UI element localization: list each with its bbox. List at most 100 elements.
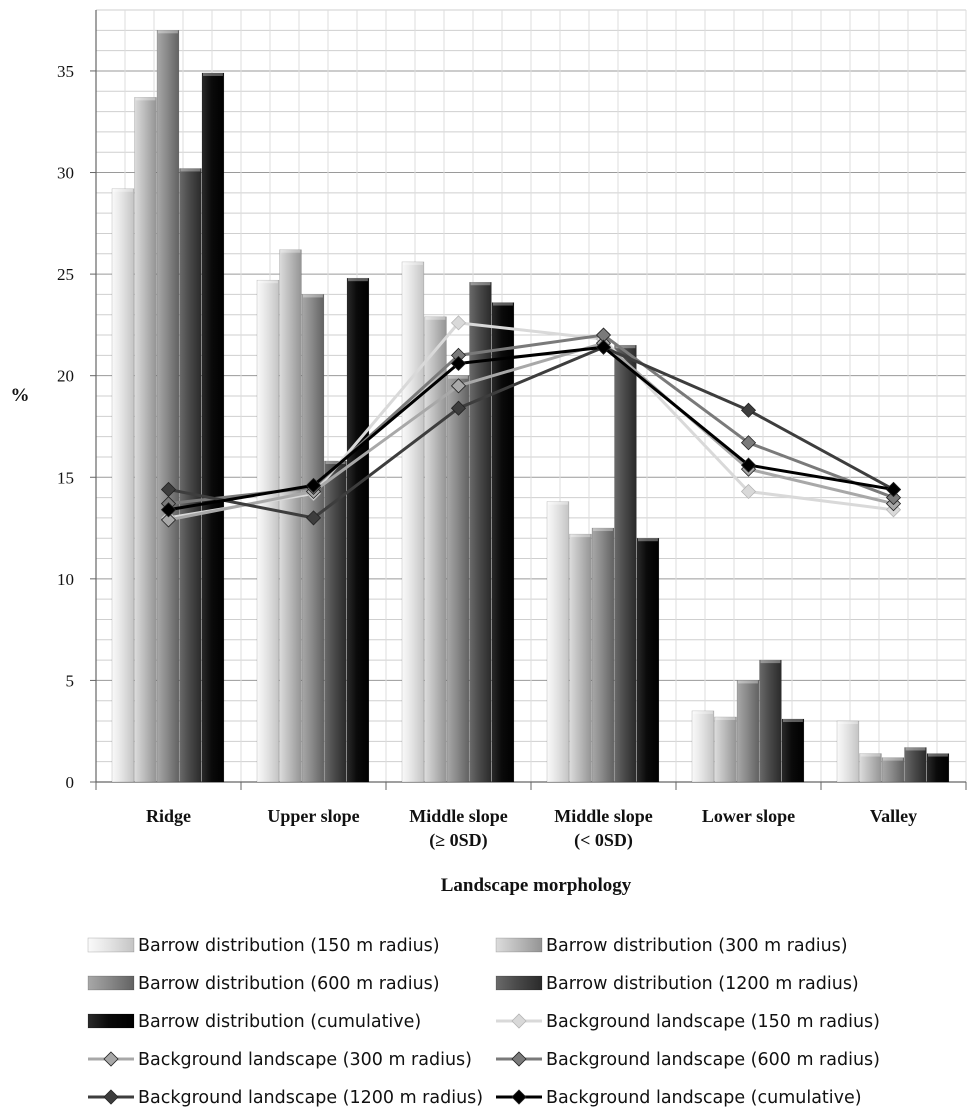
y-tick-label: 15 — [57, 468, 74, 487]
bar-highlight — [403, 261, 423, 265]
bar — [491, 302, 515, 783]
y-tick-label: 5 — [66, 671, 75, 690]
line-point — [740, 435, 757, 451]
axis-labels: % Landscape morphology — [11, 385, 632, 896]
line-point — [595, 339, 612, 355]
legend: Barrow distribution (150 m radius) Barrow… — [87, 936, 880, 1108]
line-point — [450, 378, 467, 394]
legend-swatch — [87, 975, 135, 991]
bar — [179, 168, 202, 783]
legend-marker — [103, 1089, 119, 1105]
bar — [469, 281, 492, 783]
x-tick-label: Lower slope — [702, 806, 795, 826]
y-tick-label: 30 — [57, 164, 74, 183]
x-axis-title: Landscape morphology — [441, 875, 632, 896]
legend-marker — [103, 1051, 119, 1067]
bar-highlight — [593, 528, 613, 532]
bar — [111, 188, 135, 783]
legend-item: Background landscape (150 m radius) — [496, 1012, 880, 1032]
bar-series — [201, 72, 950, 783]
bar — [636, 537, 660, 783]
bar-highlight — [928, 753, 948, 757]
line-point — [450, 355, 467, 372]
bar-highlight — [258, 280, 278, 284]
bar-series — [134, 97, 882, 783]
line-point — [740, 483, 757, 500]
legend-label: Barrow distribution (300 m radius) — [546, 936, 848, 956]
line-point — [160, 502, 177, 518]
legend-label: Background landscape (300 m radius) — [138, 1050, 472, 1070]
bar-highlight — [113, 188, 133, 192]
axes: 0 5 10 15 20 25 30 35 Ridge Upper slope Middle slo… — [57, 10, 967, 851]
series-line — [168, 345, 895, 520]
bar-highlight — [570, 534, 591, 538]
bar — [201, 72, 225, 783]
bar — [446, 375, 470, 783]
legend-label: Barrow distribution (150 m radius) — [138, 936, 440, 956]
bar-highlight — [548, 501, 568, 505]
legend-item: Background landscape (300 m radius) — [88, 1050, 472, 1070]
legend-item: Barrow distribution (cumulative) — [87, 1012, 421, 1032]
legend-swatch — [495, 975, 543, 991]
bar — [346, 277, 370, 783]
bar-highlight — [860, 753, 881, 757]
bar — [614, 344, 637, 783]
y-axis-title: % — [11, 385, 30, 406]
line-point — [450, 400, 467, 416]
bar-series-group — [111, 30, 950, 783]
legend-label: Barrow distribution (cumulative) — [138, 1012, 421, 1032]
bar — [569, 533, 592, 783]
bar — [156, 30, 180, 783]
bar-highlight — [425, 316, 446, 320]
bar — [759, 659, 782, 783]
bar-highlight — [638, 538, 658, 542]
bar-series — [156, 30, 905, 783]
bar — [401, 261, 425, 783]
bar — [424, 316, 447, 783]
bar-highlight — [348, 278, 368, 282]
bar-highlight — [693, 710, 713, 714]
legend-label: Background landscape (1200 m radius) — [138, 1088, 483, 1108]
bar-highlight — [180, 168, 201, 172]
bar — [691, 710, 715, 783]
bar-highlight — [448, 375, 468, 379]
gridlines — [95, 9, 967, 782]
bar — [324, 460, 347, 783]
bar-highlight — [883, 757, 903, 761]
legend-item: Barrow distribution (300 m radius) — [495, 936, 848, 956]
bar-highlight — [905, 747, 926, 751]
legend-item: Background landscape (1200 m radius) — [88, 1088, 483, 1108]
legend-marker — [511, 1051, 527, 1067]
bar-series — [179, 168, 927, 783]
bar — [714, 716, 737, 783]
x-tick-label: Valley — [870, 806, 917, 826]
bar — [301, 294, 325, 783]
bar-highlight — [783, 719, 803, 723]
legend-swatch — [495, 937, 543, 953]
bar — [736, 680, 760, 783]
x-tick-label: Ridge — [146, 806, 191, 826]
bar-highlight — [280, 249, 301, 253]
line-point — [450, 315, 467, 331]
bar-highlight — [760, 660, 781, 664]
legend-item: Barrow distribution (150 m radius) — [87, 936, 440, 956]
y-tick-label: 20 — [57, 367, 74, 386]
line-point — [885, 490, 902, 506]
bar — [134, 97, 157, 783]
x-tick-label: Middle slope (< 0SD) — [554, 806, 653, 851]
bar — [781, 718, 805, 783]
line-point — [160, 481, 177, 498]
y-tick-label: 25 — [57, 265, 74, 284]
legend-label: Barrow distribution (600 m radius) — [138, 974, 440, 994]
bar-highlight — [493, 302, 513, 306]
legend-item: Background landscape (600 m radius) — [496, 1050, 880, 1070]
bar — [926, 753, 950, 783]
y-tick-label: 35 — [57, 62, 74, 81]
bar — [904, 747, 927, 783]
line-point — [305, 477, 322, 493]
bar-highlight — [325, 461, 346, 465]
bar-highlight — [715, 716, 736, 720]
legend-swatch — [87, 1013, 135, 1029]
x-tick-label: Upper slope — [267, 806, 359, 826]
